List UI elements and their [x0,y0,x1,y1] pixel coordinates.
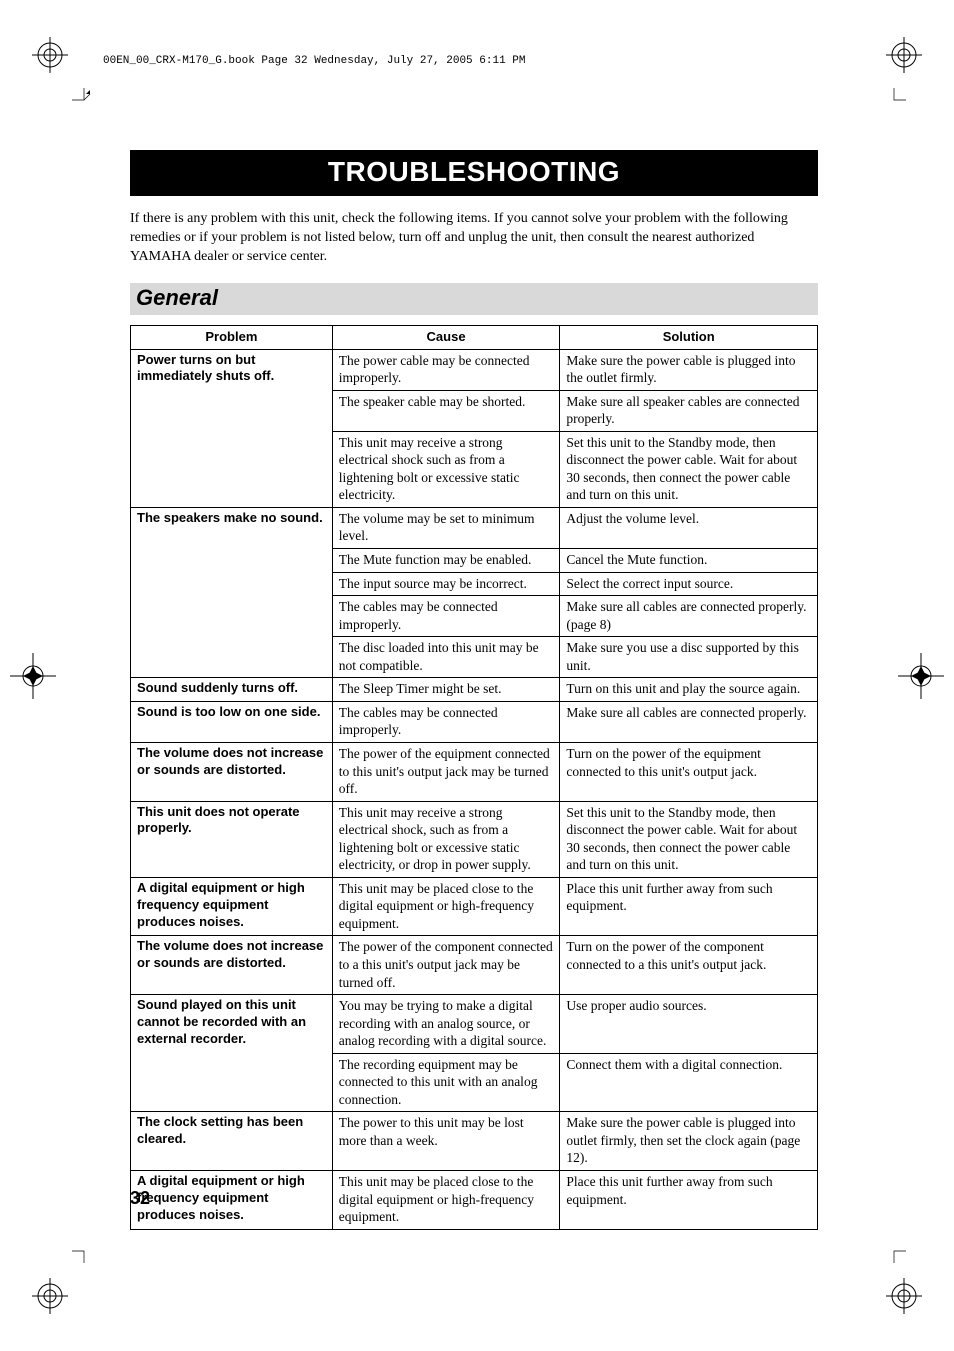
cause-cell: This unit may receive a strong electrica… [332,801,560,877]
cause-cell: The power to this unit may be lost more … [332,1112,560,1171]
table-row: The volume does not increase or sounds a… [131,936,818,995]
solution-cell: Make sure all cables are connected prope… [560,596,818,637]
col-solution: Solution [560,325,818,349]
registration-mark-bl [30,1276,70,1316]
table-row: The speakers make no sound.The volume ma… [131,507,818,548]
solution-cell: Cancel the Mute function. [560,549,818,573]
problem-cell: This unit does not operate properly. [131,801,333,877]
solution-cell: Set this unit to the Standby mode, then … [560,801,818,877]
table-row: A digital equipment or high frequency eq… [131,877,818,936]
problem-cell: Sound suddenly turns off. [131,678,333,702]
solution-cell: Turn on the power of the equipment conne… [560,742,818,801]
cause-cell: The power of the component connected to … [332,936,560,995]
cause-cell: This unit may be placed close to the dig… [332,1170,560,1229]
registration-mark-tr [884,35,924,75]
cause-cell: The recording equipment may be connected… [332,1053,560,1112]
crop-mark-tl [72,88,92,108]
solution-cell: Make sure you use a disc supported by th… [560,637,818,678]
solution-cell: Turn on the power of the component conne… [560,936,818,995]
cause-cell: The speaker cable may be shorted. [332,390,560,431]
cause-cell: This unit may be placed close to the dig… [332,877,560,936]
problem-cell: The volume does not increase or sounds a… [131,936,333,995]
solution-cell: Select the correct input source. [560,572,818,596]
problem-cell: Sound is too low on one side. [131,701,333,742]
table-row: This unit does not operate properly.This… [131,801,818,877]
solution-cell: Adjust the volume level. [560,507,818,548]
problem-cell: The clock setting has been cleared. [131,1112,333,1171]
cross-mark-left [10,653,56,699]
intro-text: If there is any problem with this unit, … [130,210,818,267]
solution-cell: Use proper audio sources. [560,995,818,1054]
problem-cell: A digital equipment or high frequency eq… [131,877,333,936]
table-row: Sound is too low on one side.The cables … [131,701,818,742]
crop-mark-bl [72,1243,92,1263]
table-row: Power turns on but immediately shuts off… [131,349,818,390]
crop-mark-tr [886,88,906,108]
registration-mark-tl [30,35,70,75]
cross-mark-right [898,653,944,699]
crop-mark-br [886,1243,906,1263]
solution-cell: Place this unit further away from such e… [560,1170,818,1229]
col-problem: Problem [131,325,333,349]
page-title: TROUBLESHOOTING [130,150,818,196]
table-row: Sound suddenly turns off.The Sleep Timer… [131,678,818,702]
problem-cell: Power turns on but immediately shuts off… [131,349,333,507]
cause-cell: The disc loaded into this unit may be no… [332,637,560,678]
problem-cell: Sound played on this unit cannot be reco… [131,995,333,1112]
section-heading: General [130,283,818,315]
col-cause: Cause [332,325,560,349]
solution-cell: Place this unit further away from such e… [560,877,818,936]
registration-mark-br [884,1276,924,1316]
troubleshooting-table: Problem Cause Solution Power turns on bu… [130,325,818,1230]
problem-cell: The volume does not increase or sounds a… [131,742,333,801]
page-number: 32 [130,1188,150,1209]
cause-cell: This unit may receive a strong electrica… [332,431,560,507]
table-row: The volume does not increase or sounds a… [131,742,818,801]
problem-cell: A digital equipment or high frequency eq… [131,1170,333,1229]
solution-cell: Turn on this unit and play the source ag… [560,678,818,702]
solution-cell: Set this unit to the Standby mode, then … [560,431,818,507]
solution-cell: Make sure the power cable is plugged int… [560,1112,818,1171]
solution-cell: Make sure all speaker cables are connect… [560,390,818,431]
solution-cell: Connect them with a digital connection. [560,1053,818,1112]
cause-cell: The power cable may be connected imprope… [332,349,560,390]
running-header: 00EN_00_CRX-M170_G.book Page 32 Wednesda… [103,55,525,67]
cause-cell: The cables may be connected improperly. [332,701,560,742]
table-row: A digital equipment or high frequency eq… [131,1170,818,1229]
cause-cell: You may be trying to make a digital reco… [332,995,560,1054]
cause-cell: The Sleep Timer might be set. [332,678,560,702]
problem-cell: The speakers make no sound. [131,507,333,677]
solution-cell: Make sure the power cable is plugged int… [560,349,818,390]
cause-cell: The Mute function may be enabled. [332,549,560,573]
table-row: Sound played on this unit cannot be reco… [131,995,818,1054]
cause-cell: The volume may be set to minimum level. [332,507,560,548]
solution-cell: Make sure all cables are connected prope… [560,701,818,742]
cause-cell: The cables may be connected improperly. [332,596,560,637]
cause-cell: The power of the equipment connected to … [332,742,560,801]
table-row: The clock setting has been cleared.The p… [131,1112,818,1171]
cause-cell: The input source may be incorrect. [332,572,560,596]
